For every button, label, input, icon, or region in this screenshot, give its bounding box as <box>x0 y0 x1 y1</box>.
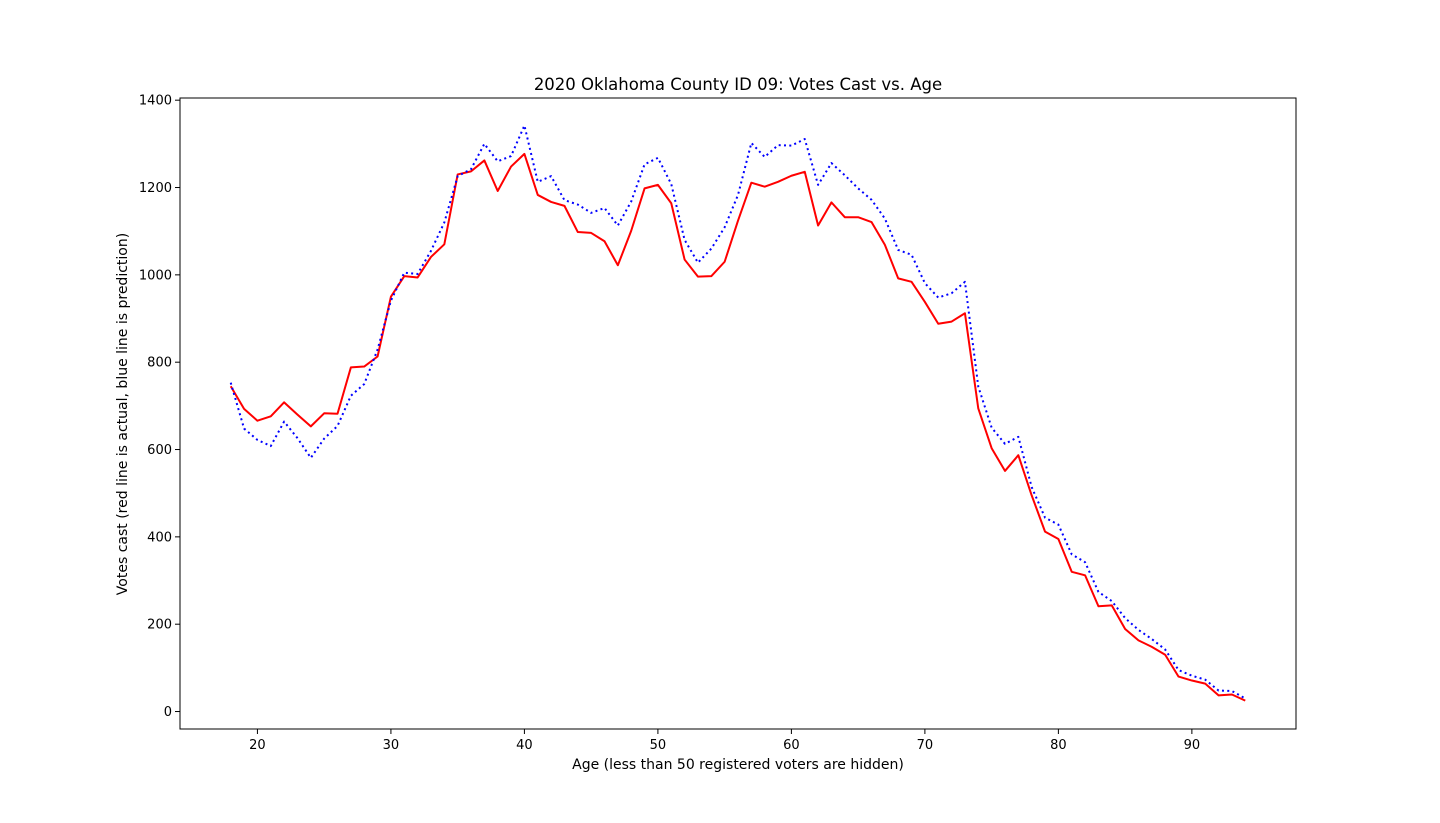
chart-title: 2020 Oklahoma County ID 09: Votes Cast v… <box>534 75 942 94</box>
x-tick-label: 50 <box>650 738 667 753</box>
x-tick-label: 20 <box>249 738 266 753</box>
actual-line <box>229 152 1246 702</box>
x-tick-label: 90 <box>1184 738 1201 753</box>
x-tick-label: 80 <box>1050 738 1067 753</box>
x-tick-label: 40 <box>516 738 533 753</box>
prediction-line <box>229 124 1246 700</box>
y-tick-label: 400 <box>147 530 172 545</box>
y-tick-label: 1400 <box>139 94 172 109</box>
y-tick-label: 600 <box>147 443 172 458</box>
y-tick-label: 1000 <box>139 268 172 283</box>
y-tick-label: 800 <box>147 356 172 371</box>
x-tick-label: 60 <box>783 738 800 753</box>
y-axis-label: Votes cast (red line is actual, blue lin… <box>115 233 131 595</box>
x-tick-label: 70 <box>917 738 934 753</box>
x-axis-label: Age (less than 50 registered voters are … <box>572 757 904 773</box>
plot-frame <box>179 97 1297 730</box>
x-tick-label: 30 <box>383 738 400 753</box>
plot-area <box>229 124 1246 702</box>
y-tick-label: 200 <box>147 618 172 633</box>
y-tick-label: 0 <box>164 705 172 720</box>
axes: 20 30 40 50 60 70 80 90 0 200 400 600 800 1000 1200 140… <box>139 94 1297 753</box>
y-tick-label: 1200 <box>139 181 172 196</box>
